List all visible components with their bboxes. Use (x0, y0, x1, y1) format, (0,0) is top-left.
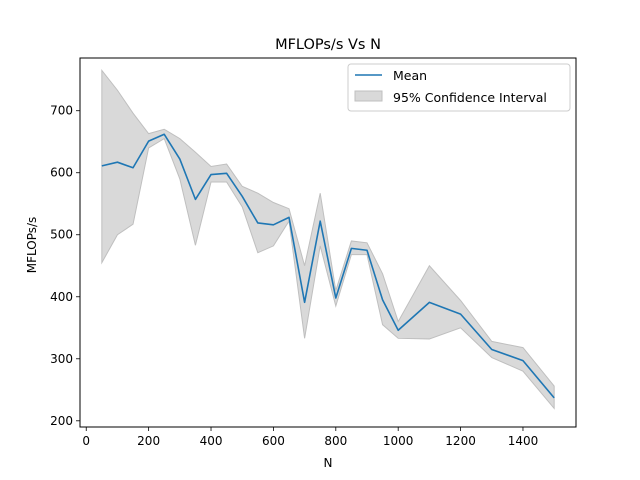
chart-title: MFLOPs/s Vs N (275, 37, 381, 53)
y-axis-label: MFLOPs/s (25, 217, 39, 274)
x-axis: 0 200 400 600 800 1000 1200 1400 (82, 427, 538, 448)
plot-area (101, 68, 555, 410)
y-tick-label: 400 (50, 290, 73, 304)
legend-box (347, 63, 571, 112)
x-tick-label: 600 (262, 434, 285, 448)
legend: Mean 95% Confidence Interval (347, 63, 571, 112)
x-tick-label: 200 (137, 434, 160, 448)
x-tick-label: 800 (324, 434, 347, 448)
x-tick-label: 1000 (383, 434, 414, 448)
x-tick-label: 400 (200, 434, 223, 448)
x-tick-label: 0 (82, 434, 90, 448)
y-tick-label: 700 (50, 104, 73, 118)
y-tick-label: 600 (50, 166, 73, 180)
legend-ci-swatch (354, 90, 383, 102)
y-tick-label: 200 (50, 414, 73, 428)
y-tick-label: 300 (50, 352, 73, 366)
legend-mean-label: Mean (393, 68, 427, 83)
x-tick-label: 1400 (508, 434, 539, 448)
confidence-band (101, 68, 555, 410)
y-axis: 200 300 400 500 600 700 (50, 104, 80, 428)
x-tick-label: 1200 (445, 434, 476, 448)
x-axis-label: N (324, 456, 333, 470)
axes-frame (79, 57, 577, 428)
legend-ci-label: 95% Confidence Interval (393, 90, 547, 105)
y-tick-label: 500 (50, 228, 73, 242)
